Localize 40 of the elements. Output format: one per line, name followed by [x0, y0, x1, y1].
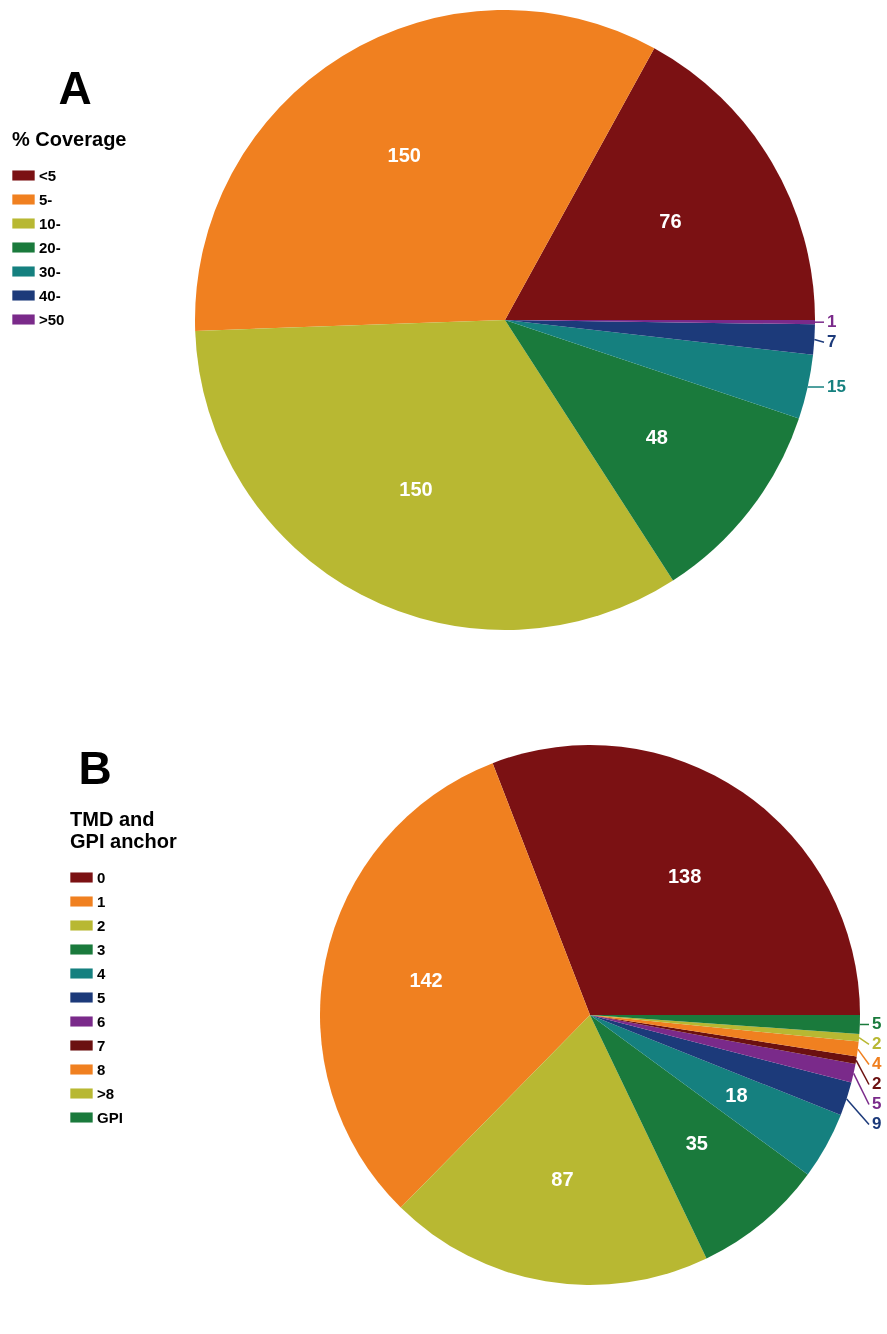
- legend-label: 8: [97, 1060, 106, 1078]
- legend-label: 5: [97, 988, 106, 1006]
- data-label: 76: [659, 210, 682, 233]
- data-label: 2: [872, 1074, 882, 1094]
- legend-label: >8: [97, 1084, 115, 1102]
- legend-label: <5: [39, 166, 57, 184]
- legend-label: 5-: [39, 190, 53, 208]
- data-label: 35: [685, 1131, 708, 1154]
- legend-label: 4: [97, 964, 106, 982]
- legend-label: 0: [97, 868, 106, 886]
- data-label: 5: [872, 1094, 882, 1114]
- legend-label: >50: [39, 310, 65, 328]
- data-label: 150: [387, 144, 421, 167]
- data-label: 48: [645, 425, 668, 448]
- data-label: 4: [872, 1054, 882, 1074]
- text: A: [58, 62, 92, 114]
- legend-label: 20-: [39, 238, 61, 256]
- data-label: 1: [827, 312, 837, 332]
- data-label: 138: [667, 864, 702, 887]
- data-label: 7: [827, 332, 837, 352]
- legend-title: TMD and GPI anchor: [70, 808, 177, 852]
- chart-title: B: [78, 742, 112, 794]
- data-label: 9: [872, 1114, 882, 1134]
- legend-label: 3: [97, 940, 106, 958]
- data-label: 18: [725, 1084, 748, 1107]
- data-label: 87: [551, 1168, 574, 1191]
- legend-title: % Coverage: [12, 128, 127, 150]
- legend-label: 40-: [39, 286, 61, 304]
- legend-label: 6: [97, 1012, 106, 1030]
- legend-label: 10-: [39, 214, 61, 232]
- data-label: 150: [399, 478, 433, 501]
- legend-label: 2: [97, 916, 106, 934]
- legend-label: GPI: [97, 1108, 123, 1126]
- legend-label: 1: [97, 892, 106, 910]
- data-label: 5: [872, 1014, 882, 1034]
- data-label: 15: [827, 377, 846, 397]
- legend-label: 7: [97, 1036, 106, 1054]
- data-label: 142: [409, 969, 443, 992]
- data-label: 2: [872, 1034, 882, 1054]
- legend-label: 30-: [39, 262, 61, 280]
